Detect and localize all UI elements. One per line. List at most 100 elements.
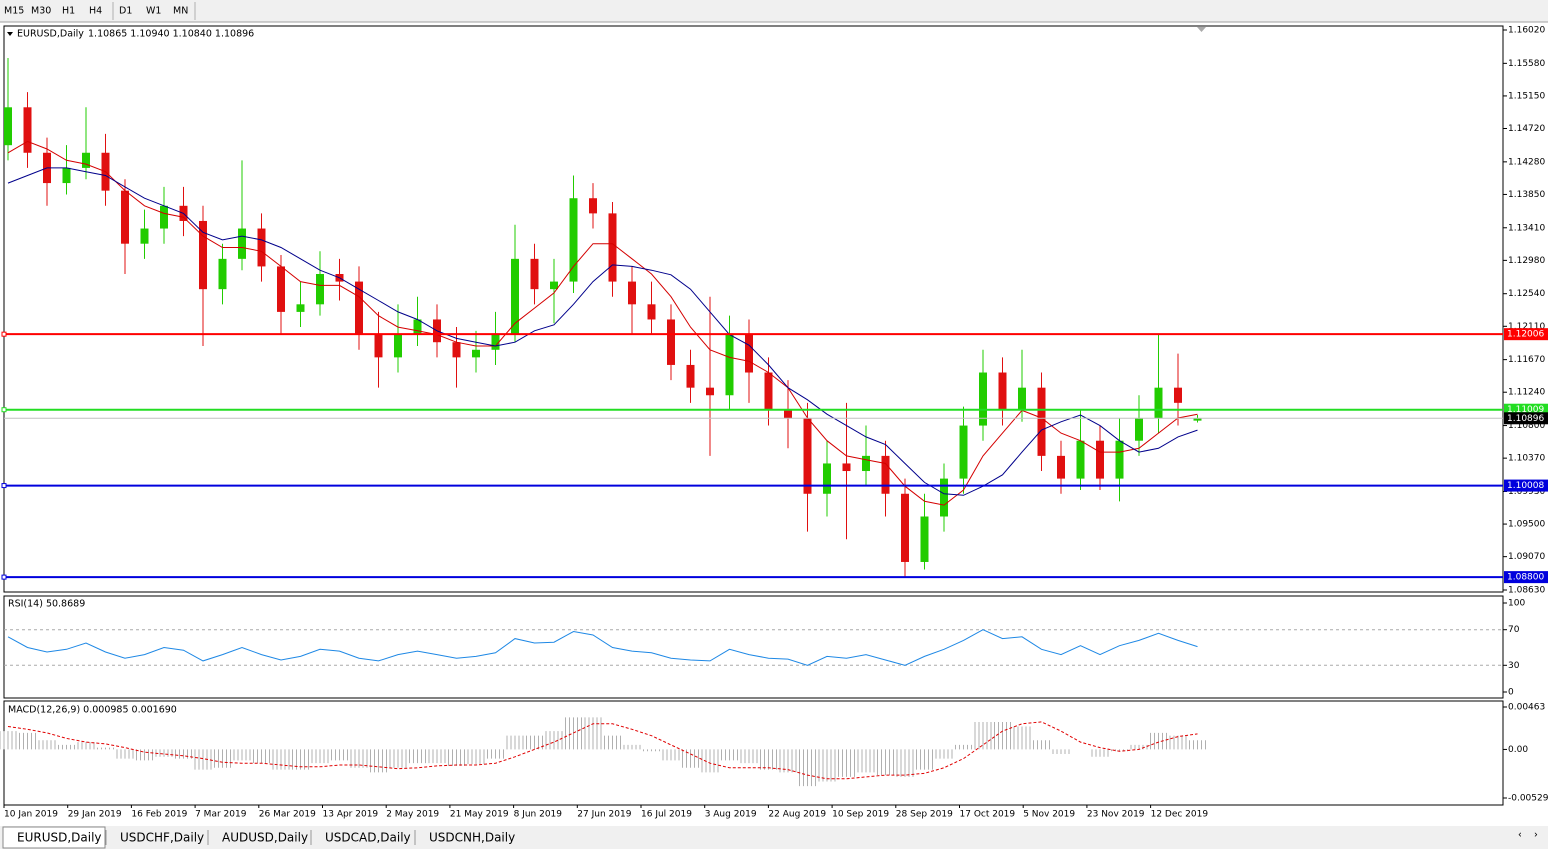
y-tick-label: 0 [1508, 688, 1514, 698]
chart-tab[interactable]: USDCHF,Daily [120, 831, 204, 845]
y-tick-label: 1.16020 [1508, 26, 1545, 36]
candle-body [1018, 387, 1026, 411]
timeframe-button[interactable]: H1 [62, 6, 75, 17]
y-tick-label: 1.09500 [1508, 520, 1545, 530]
candle-body [355, 281, 363, 335]
candle-body [491, 334, 500, 350]
shift-marker [1197, 27, 1206, 32]
level-label-box [1504, 479, 1548, 492]
candle-body [472, 349, 480, 358]
candle-body [530, 258, 539, 290]
candle-body [277, 266, 285, 312]
chart-title: EURUSD,Daily [17, 29, 84, 40]
candle-body [901, 493, 909, 562]
x-tick-label: 17 Oct 2019 [960, 810, 1016, 820]
candle-body [998, 372, 1007, 411]
y-tick-label: 1.15150 [1508, 91, 1545, 101]
candle-body [296, 304, 305, 312]
scroll-right[interactable]: › [1534, 830, 1538, 841]
y-tick-label: 1.15580 [1508, 59, 1545, 69]
timeframe-button[interactable]: MN [173, 6, 188, 17]
x-tick-label: 10 Sep 2019 [832, 810, 889, 820]
candle-body [1174, 387, 1182, 403]
x-tick-label: 3 Aug 2019 [705, 810, 757, 820]
chart-tab[interactable]: AUDUSD,Daily [222, 831, 308, 845]
candle-body [628, 281, 636, 305]
y-tick-label: 1.14280 [1508, 157, 1545, 167]
chart-tab[interactable]: EURUSD,Daily [17, 831, 102, 845]
timeframe-button[interactable]: M30 [31, 6, 51, 17]
y-tick-label: 1.08630 [1508, 586, 1545, 596]
level-label-box [1504, 571, 1548, 584]
y-tick-label: 1.09070 [1508, 552, 1545, 562]
last-price-box [1504, 412, 1548, 425]
y-tick-label: 0.00463 [1508, 703, 1545, 713]
scroll-left[interactable]: ‹ [1518, 830, 1522, 841]
rsi-panel [3, 595, 1504, 699]
candle-body [862, 455, 870, 472]
x-tick-label: 27 Jun 2019 [577, 810, 631, 820]
level-anchor [1, 483, 7, 489]
active-tab [2, 826, 106, 849]
x-tick-label: 16 Feb 2019 [131, 810, 187, 820]
candle-body [121, 190, 129, 244]
timeframe-button[interactable]: W1 [146, 6, 161, 17]
candle-body [1115, 440, 1124, 479]
last-price-label: 1.10896 [1507, 414, 1544, 424]
y-tick-label: 1.10370 [1508, 454, 1545, 464]
rsi-title: RSI(14) 50.8689 [8, 599, 85, 610]
candle-body [784, 410, 792, 418]
level-label: 1.08800 [1507, 573, 1544, 583]
candle-body [1076, 440, 1085, 479]
candle-body [4, 107, 12, 146]
y-tick-label: 1.13850 [1508, 190, 1545, 200]
x-tick-label: 29 Jan 2019 [68, 810, 122, 820]
candle-body [1037, 387, 1046, 456]
candle-body [569, 198, 578, 282]
moving-average [7, 167, 1198, 496]
candle-body [842, 463, 851, 472]
candle-body [511, 258, 519, 335]
x-tick-label: 22 Aug 2019 [768, 810, 826, 820]
x-tick-label: 23 Nov 2019 [1087, 810, 1145, 820]
collapse-icon [7, 32, 13, 36]
toolbar [0, 0, 1548, 22]
y-tick-label: 1.11670 [1508, 355, 1545, 365]
macd-title: MACD(12,26,9) 0.000985 0.001690 [8, 705, 177, 716]
y-tick-label: 0.00 [1508, 745, 1528, 755]
candle-body [160, 205, 168, 229]
y-tick-label: 1.12980 [1508, 256, 1545, 266]
candle-body [803, 417, 812, 494]
candle-body [218, 258, 227, 290]
y-tick-label: 1.09930 [1508, 487, 1545, 497]
y-tick-label: 1.10800 [1508, 421, 1545, 431]
candle-body [413, 319, 422, 335]
candle-body [940, 478, 948, 517]
level-anchor [1, 407, 7, 413]
chart-tab[interactable]: USDCNH,Daily [429, 831, 515, 845]
timeframe-button[interactable]: D1 [119, 6, 132, 17]
signal-line [7, 721, 1198, 780]
x-tick-label: 16 Jul 2019 [641, 810, 692, 820]
quote: 1.10865 1.10940 1.10840 1.10896 [88, 29, 254, 40]
level-anchor [1, 574, 7, 580]
timeframe-button[interactable]: M15 [4, 6, 24, 17]
candle-body [706, 387, 714, 396]
candle-body [238, 228, 246, 259]
candle-body [979, 372, 987, 426]
y-tick-label: 1.12540 [1508, 289, 1545, 299]
candle-body [647, 304, 656, 320]
candle-body [920, 516, 929, 562]
x-tick-label: 26 Mar 2019 [259, 810, 316, 820]
level-label: 1.11009 [1507, 405, 1544, 415]
candle-body [608, 213, 617, 282]
rsi-line [7, 629, 1198, 666]
timeframe-button[interactable]: H4 [89, 6, 102, 17]
price-panel [3, 25, 1504, 593]
moving-average [7, 140, 1198, 506]
candle-body [199, 220, 207, 290]
chart-tab[interactable]: USDCAD,Daily [325, 831, 411, 845]
y-tick-label: 70 [1508, 625, 1520, 635]
candle-body [1135, 417, 1143, 441]
level-label: 1.10008 [1507, 481, 1544, 491]
